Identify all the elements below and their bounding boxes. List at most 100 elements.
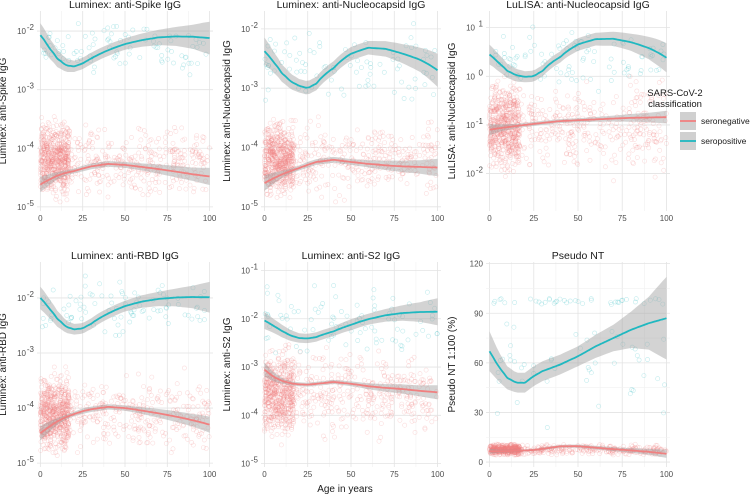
point-seronegative	[502, 116, 508, 121]
point-seronegative	[271, 388, 277, 393]
point-seronegative	[177, 175, 183, 181]
point-seronegative	[323, 363, 328, 369]
point-seronegative	[63, 407, 69, 413]
point-seronegative	[129, 413, 135, 419]
point-seronegative	[64, 157, 70, 163]
point-seronegative	[569, 131, 575, 137]
point-seronegative	[513, 127, 519, 133]
point-seronegative	[60, 148, 66, 154]
point-seronegative	[284, 154, 290, 160]
point-seronegative	[502, 115, 507, 121]
point-seronegative	[66, 128, 72, 134]
point-seronegative	[618, 131, 623, 137]
point-seronegative	[326, 408, 331, 414]
point-seronegative	[206, 399, 211, 405]
point-seronegative	[55, 406, 60, 412]
point-seronegative	[277, 148, 283, 154]
point-seronegative	[201, 160, 206, 166]
point-seronegative	[284, 386, 290, 391]
point-seronegative	[101, 425, 106, 430]
point-seronegative	[412, 400, 418, 406]
point-seronegative	[280, 154, 286, 160]
point-seronegative	[279, 360, 285, 366]
point-seronegative	[135, 169, 141, 175]
point-seronegative	[304, 135, 310, 141]
point-seronegative	[268, 428, 274, 434]
point-seronegative	[496, 121, 502, 127]
point-seronegative	[613, 124, 619, 130]
point-seronegative	[190, 413, 196, 418]
point-seronegative	[262, 379, 267, 385]
point-seropositive	[307, 48, 313, 54]
point-seronegative	[278, 412, 284, 418]
point-seropositive	[625, 66, 631, 71]
point-seronegative	[64, 159, 69, 165]
point-seronegative	[57, 154, 62, 159]
point-seropositive	[377, 61, 383, 67]
point-seronegative	[62, 160, 68, 166]
point-seronegative	[132, 422, 137, 428]
point-seronegative	[41, 400, 47, 406]
point-seronegative	[569, 112, 575, 117]
point-seronegative	[504, 117, 510, 123]
point-seronegative	[282, 422, 288, 428]
point-seropositive	[314, 73, 320, 79]
point-seronegative	[62, 186, 67, 192]
point-seronegative	[518, 111, 524, 117]
point-seronegative	[42, 149, 47, 155]
point-seronegative	[322, 146, 328, 152]
point-seronegative	[279, 409, 285, 415]
point-seronegative	[286, 410, 292, 416]
point-seronegative	[262, 416, 268, 422]
point-seronegative	[60, 158, 66, 164]
point-seronegative	[262, 421, 268, 427]
point-seronegative	[397, 394, 403, 400]
grid-spike	[37, 11, 213, 211]
y-tick-exponent: -4	[251, 139, 259, 148]
point-seronegative	[404, 395, 410, 401]
point-seronegative	[501, 130, 507, 136]
point-seronegative	[53, 145, 59, 151]
point-seronegative	[389, 394, 394, 400]
point-seronegative	[41, 164, 47, 170]
point-seronegative	[265, 155, 271, 161]
point-seronegative	[553, 115, 559, 121]
point-seronegative	[63, 399, 69, 404]
point-seronegative	[124, 373, 129, 379]
point-seronegative	[268, 140, 274, 146]
point-seronegative	[191, 155, 196, 161]
point-seronegative	[284, 418, 289, 424]
point-seronegative	[382, 140, 387, 145]
point-seronegative	[194, 424, 200, 430]
point-seronegative	[38, 413, 44, 419]
point-seropositive	[182, 55, 188, 60]
point-seronegative	[54, 133, 59, 139]
point-seronegative	[38, 409, 43, 414]
point-seropositive	[620, 41, 626, 47]
point-seronegative	[529, 129, 535, 135]
point-seronegative	[423, 190, 429, 196]
point-seronegative	[492, 150, 497, 156]
point-seronegative	[266, 127, 271, 133]
point-seronegative	[280, 156, 286, 161]
point-seronegative	[280, 391, 286, 397]
point-seronegative	[273, 417, 279, 423]
y-tick-exponent: -3	[27, 82, 35, 91]
point-seronegative	[417, 379, 423, 385]
point-seronegative	[657, 129, 663, 134]
point-seronegative	[549, 131, 555, 137]
point-seronegative	[38, 392, 44, 398]
point-seronegative	[285, 432, 291, 438]
point-seronegative	[663, 135, 669, 141]
point-seronegative	[284, 163, 289, 169]
point-seropositive	[118, 38, 123, 43]
point-seronegative	[317, 184, 323, 190]
point-seronegative	[276, 388, 282, 394]
point-seronegative	[277, 136, 283, 142]
point-seronegative	[281, 382, 287, 387]
point-seronegative	[62, 182, 68, 188]
point-seronegative	[167, 437, 172, 443]
point-seronegative	[64, 389, 70, 395]
point-seropositive	[554, 66, 559, 71]
